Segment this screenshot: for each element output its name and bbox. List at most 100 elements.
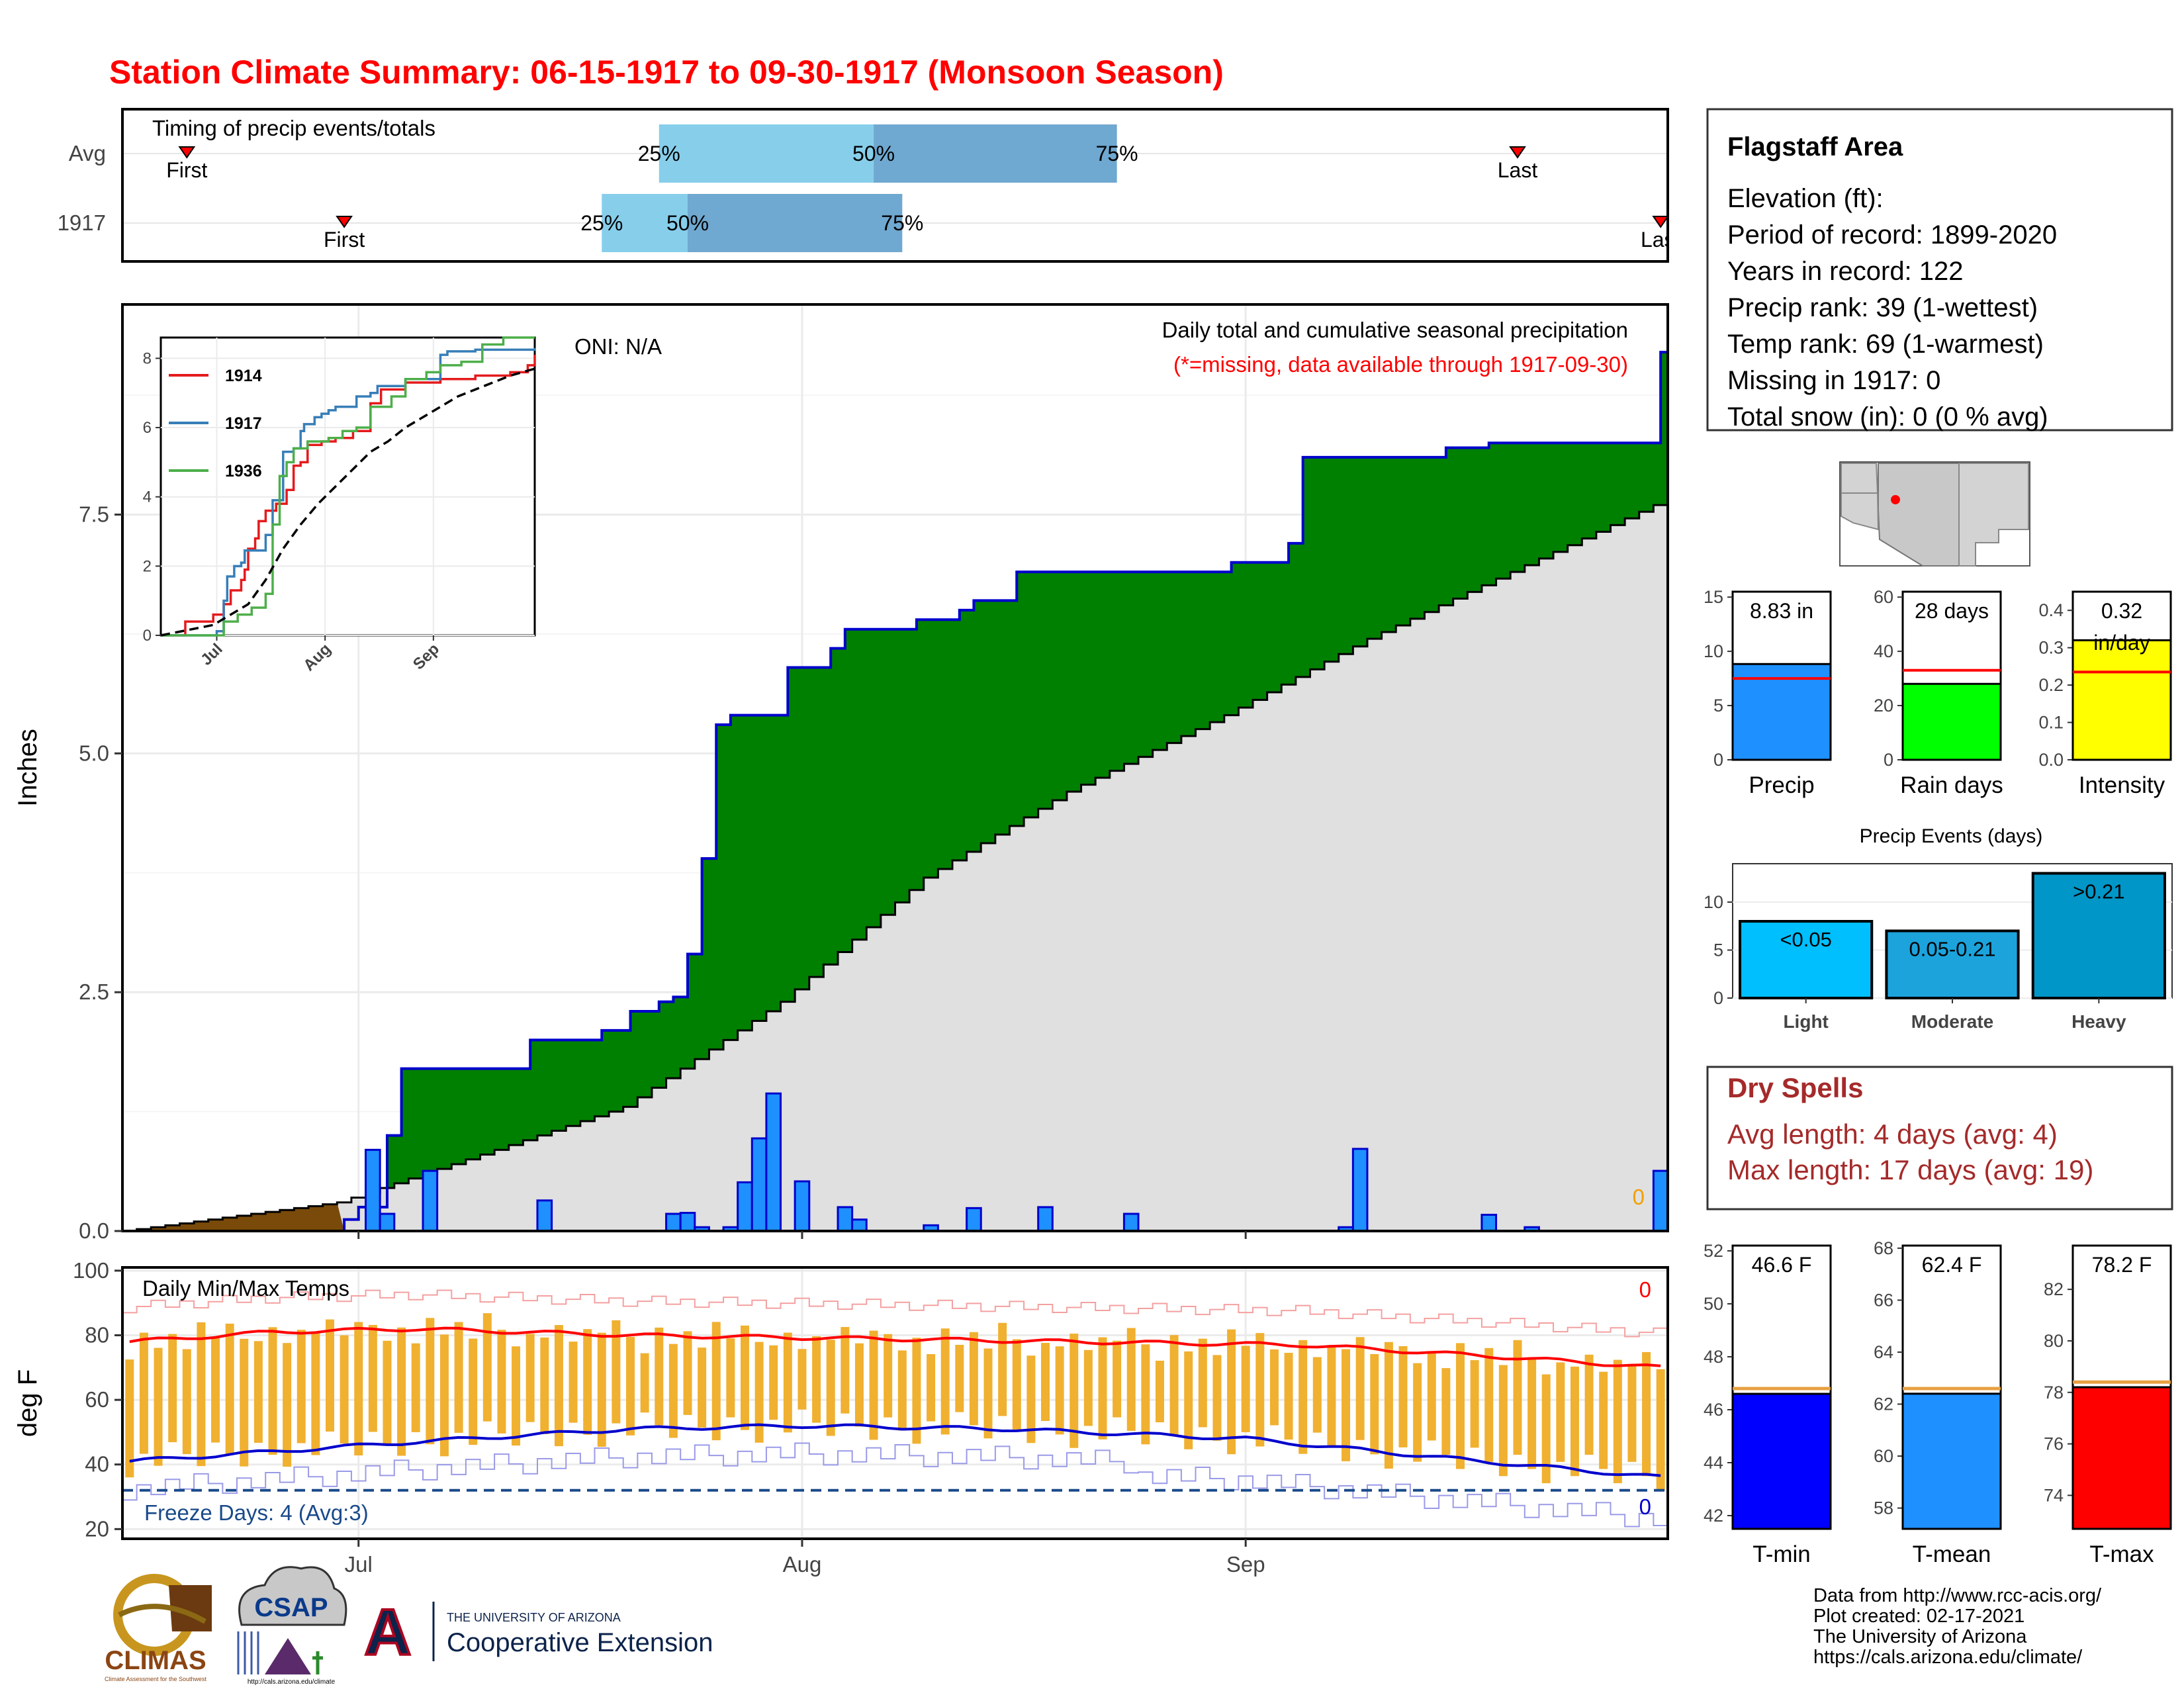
rain-days-ytick-label: 0 [1884,750,1893,770]
daily-temp-bar [1541,1374,1551,1484]
daily-temp-bar [1241,1346,1250,1432]
climas-wordmark: CLIMAS [105,1646,206,1675]
timing-label-first: First [166,158,207,182]
daily-temp-bar [1069,1334,1079,1448]
dry-spells-frame [1706,1066,2173,1211]
info-line: Precip rank: 39 (1-wettest) [1727,293,2038,322]
events-title: Precip Events (days) [1860,825,2043,847]
daily-precip-bar [1480,1213,1498,1232]
credit-line: Plot created: 02-17-2021 [1813,1606,2025,1627]
dry-spells-title: Dry Spells [1727,1072,1863,1103]
timing-bar-25-50 [602,194,688,252]
info-line: Missing in 1917: 0 [1727,366,1940,395]
daily-temp-bar [540,1337,549,1434]
daily-temp-bar [1456,1343,1465,1469]
inset-frame [159,336,536,637]
daily-temp-bar [698,1348,707,1428]
intensity-ytick-label: 0.0 [2038,750,2064,770]
intensity-ytick-label: 0.2 [2038,675,2064,695]
daily-temp-bar [240,1338,249,1467]
daily-temp-bar [554,1325,563,1447]
intensity-ytick-label: 0.1 [2038,713,2064,733]
precip-ylabel: Inches [13,729,42,807]
daily-temp-bar [1026,1355,1036,1443]
daily-temp-bar [783,1332,792,1433]
daily-temp-bar [983,1348,993,1439]
daily-temp-bar [1656,1369,1665,1490]
daily-temp-bar [1342,1349,1351,1461]
events-category-label: Heavy [2071,1011,2126,1032]
daily-temp-bar [296,1330,306,1443]
credits: Data from http://www.rcc-acis.org/ Plot … [1813,1585,2102,1668]
daily-temp-bar [1041,1343,1050,1421]
info-line: Total snow (in): 0 (0 % avg) [1727,402,2048,432]
daily-temp-bar [1126,1328,1136,1431]
daily-temp-bar [1613,1359,1622,1484]
daily-temp-bar [812,1336,821,1423]
page-title: Station Climate Summary: 06-15-1917 to 0… [109,54,1224,91]
intensity-value-unit: in/day [2093,631,2150,655]
daily-temp-bar [711,1322,721,1441]
average-max-temp-line [129,1326,1661,1367]
t-max-ytick-label: 74 [2044,1485,2064,1505]
ua-letter: A [365,1596,412,1668]
inset-ytick-label: 2 [143,557,152,575]
temp-ytick-label: 40 [85,1452,109,1477]
daily-temp-bar [1599,1371,1608,1469]
inset-ytick-label: 4 [143,488,152,506]
daily-temp-bar [741,1325,749,1430]
oni-label: ONI: N/A [574,334,662,359]
csap-cactus-shape [312,1651,323,1674]
daily-temp-bar [211,1337,220,1443]
daily-temp-bar [525,1334,535,1422]
t-max-value-bar [2071,1386,2172,1530]
events-bar-label: >0.21 [2073,880,2124,903]
daily-temp-bar [1212,1355,1222,1441]
daily-temp-bar [1284,1353,1293,1440]
daily-precip-bar [1652,1169,1669,1232]
daily-temp-bar [569,1342,578,1423]
t-min-value-label: 46.6 F [1752,1253,1812,1277]
inset-series-line [161,355,536,637]
daily-temp-bar [884,1334,893,1418]
t-min-ytick-label: 44 [1704,1453,1723,1473]
daily-temp-bar [1269,1349,1279,1426]
daily-temp-bar [340,1335,349,1444]
daily-temp-bar [139,1332,148,1454]
t-min-ytick-label: 52 [1704,1241,1723,1261]
daily-temp-bar [1556,1362,1565,1462]
events-category-label: Moderate [1911,1011,1993,1032]
ua-logo: A THE UNIVERSITY OF ARIZONA Cooperative … [362,1594,713,1670]
t-min-ytick-label: 42 [1704,1506,1723,1526]
daily-temp-bar [1498,1365,1508,1477]
timing-row-label-year: 1917 [58,210,106,235]
ua-line-2: Cooperative Extension [447,1628,713,1657]
daily-precip-bar [679,1212,696,1232]
info-line: Period of record: 1899-2020 [1727,220,2057,250]
timing-bar-50-75 [874,124,1117,183]
daily-temp-bar [1298,1340,1308,1454]
daily-temp-bar [1642,1351,1651,1477]
daily-temp-bar [1513,1340,1522,1455]
precip-ytick-label: 2.5 [79,980,109,1004]
dry-spells-avg: Avg length: 4 days (avg: 4) [1727,1119,2058,1150]
t-min-ytick-label: 46 [1704,1400,1723,1420]
daily-temp-bar [841,1326,850,1414]
x-axis-label: Aug [783,1552,822,1577]
climas-logo: CLIMAS Climate Assessment for the Southw… [105,1574,212,1682]
daily-precip-bar [966,1207,982,1232]
inset-ytick-label: 0 [143,627,152,645]
daily-precip-bar [794,1180,811,1232]
daily-precip-bar [737,1181,753,1232]
daily-temp-bar [482,1313,492,1422]
daily-temp-bar [439,1334,449,1457]
map-new-mexico-shape [1958,463,2029,567]
t-mean-ytick-label: 58 [1874,1498,1893,1518]
daily-temp-bar [912,1338,921,1444]
timing-label-q25: 25% [580,211,623,235]
station-location-marker [1891,495,1900,504]
timing-label-q75: 75% [1096,142,1138,165]
daily-temp-bar [1427,1351,1436,1441]
daily-temp-bar [1570,1366,1579,1477]
t-min-ytick-label: 50 [1704,1294,1723,1314]
